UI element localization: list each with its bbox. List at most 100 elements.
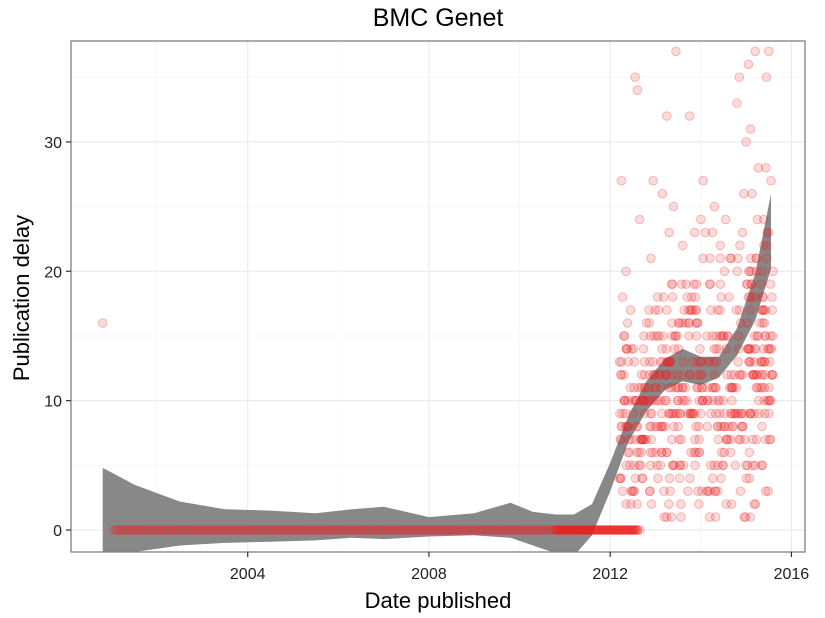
data-point <box>616 357 627 367</box>
data-point <box>635 434 646 445</box>
data-point <box>718 395 729 406</box>
data-point <box>585 525 595 535</box>
data-point <box>728 382 739 393</box>
data-point <box>719 408 730 419</box>
data-point <box>559 525 569 535</box>
data-point <box>575 525 586 535</box>
data-point <box>684 318 694 328</box>
data-point <box>688 408 699 419</box>
data-point <box>631 434 641 445</box>
data-point <box>640 434 651 445</box>
data-point <box>750 46 761 57</box>
data-point <box>614 357 625 367</box>
data-point <box>737 421 748 432</box>
data-point <box>438 525 448 535</box>
data-point <box>756 370 767 380</box>
data-point <box>749 344 759 354</box>
x-tick-label: 2016 <box>774 566 810 583</box>
data-point <box>126 525 137 535</box>
data-point <box>702 382 712 393</box>
data-point <box>510 525 521 535</box>
data-point <box>759 214 769 225</box>
data-point <box>228 525 239 535</box>
data-point <box>620 395 630 406</box>
data-point <box>589 525 599 535</box>
data-point <box>673 395 683 406</box>
data-point <box>119 525 129 535</box>
data-point <box>763 395 774 406</box>
data-point <box>677 395 688 406</box>
data-point <box>745 512 756 522</box>
data-point <box>211 525 221 535</box>
data-point <box>639 370 650 380</box>
data-point <box>693 382 703 393</box>
data-point <box>652 421 663 432</box>
data-point <box>136 525 147 535</box>
data-point <box>600 525 610 535</box>
data-point <box>751 434 762 445</box>
data-point <box>616 525 626 535</box>
data-point <box>555 525 565 535</box>
data-point <box>759 357 770 367</box>
data-point <box>673 344 684 354</box>
data-point <box>760 331 771 341</box>
data-point <box>650 395 661 406</box>
data-point <box>582 525 592 535</box>
data-point <box>650 421 661 432</box>
data-point <box>630 525 640 535</box>
data-point <box>346 525 356 535</box>
data-point <box>685 473 695 484</box>
data-point <box>760 331 770 341</box>
data-point <box>689 279 699 290</box>
data-point <box>681 279 691 290</box>
data-point <box>734 370 745 380</box>
data-point <box>767 370 778 380</box>
data-point <box>547 525 558 535</box>
data-point <box>636 382 647 393</box>
data-point <box>667 279 677 290</box>
data-point <box>746 279 757 290</box>
data-point <box>552 525 563 535</box>
data-point <box>689 227 700 238</box>
data-point <box>358 525 369 535</box>
data-point <box>627 525 638 535</box>
data-point <box>727 421 738 432</box>
data-point <box>666 382 677 393</box>
data-point <box>762 240 772 251</box>
data-point <box>691 421 701 432</box>
data-point <box>719 266 730 277</box>
data-point <box>696 214 706 225</box>
data-point <box>690 292 701 302</box>
data-point <box>655 421 666 432</box>
data-point <box>470 525 481 535</box>
data-point <box>691 305 701 315</box>
data-point <box>735 486 746 497</box>
data-point <box>749 357 760 367</box>
data-point <box>612 525 623 535</box>
data-point <box>705 253 715 264</box>
data-point <box>613 525 624 535</box>
data-point <box>363 525 374 535</box>
data-point <box>605 525 615 535</box>
data-point <box>485 525 496 535</box>
data-point <box>714 408 725 419</box>
data-point <box>129 525 139 535</box>
data-point <box>692 318 703 328</box>
data-point <box>390 525 401 535</box>
data-point <box>318 525 329 535</box>
data-point <box>668 201 679 212</box>
data-point <box>640 382 651 393</box>
data-point <box>646 499 657 509</box>
data-point <box>645 460 656 471</box>
data-point <box>695 370 706 380</box>
data-point <box>765 395 775 406</box>
data-point <box>718 460 728 471</box>
data-point <box>704 357 714 367</box>
data-point <box>752 382 763 393</box>
data-point <box>691 447 701 458</box>
data-point <box>632 525 643 535</box>
data-point <box>685 305 696 315</box>
data-point <box>653 473 663 484</box>
data-point <box>435 525 446 535</box>
data-point <box>721 434 732 445</box>
